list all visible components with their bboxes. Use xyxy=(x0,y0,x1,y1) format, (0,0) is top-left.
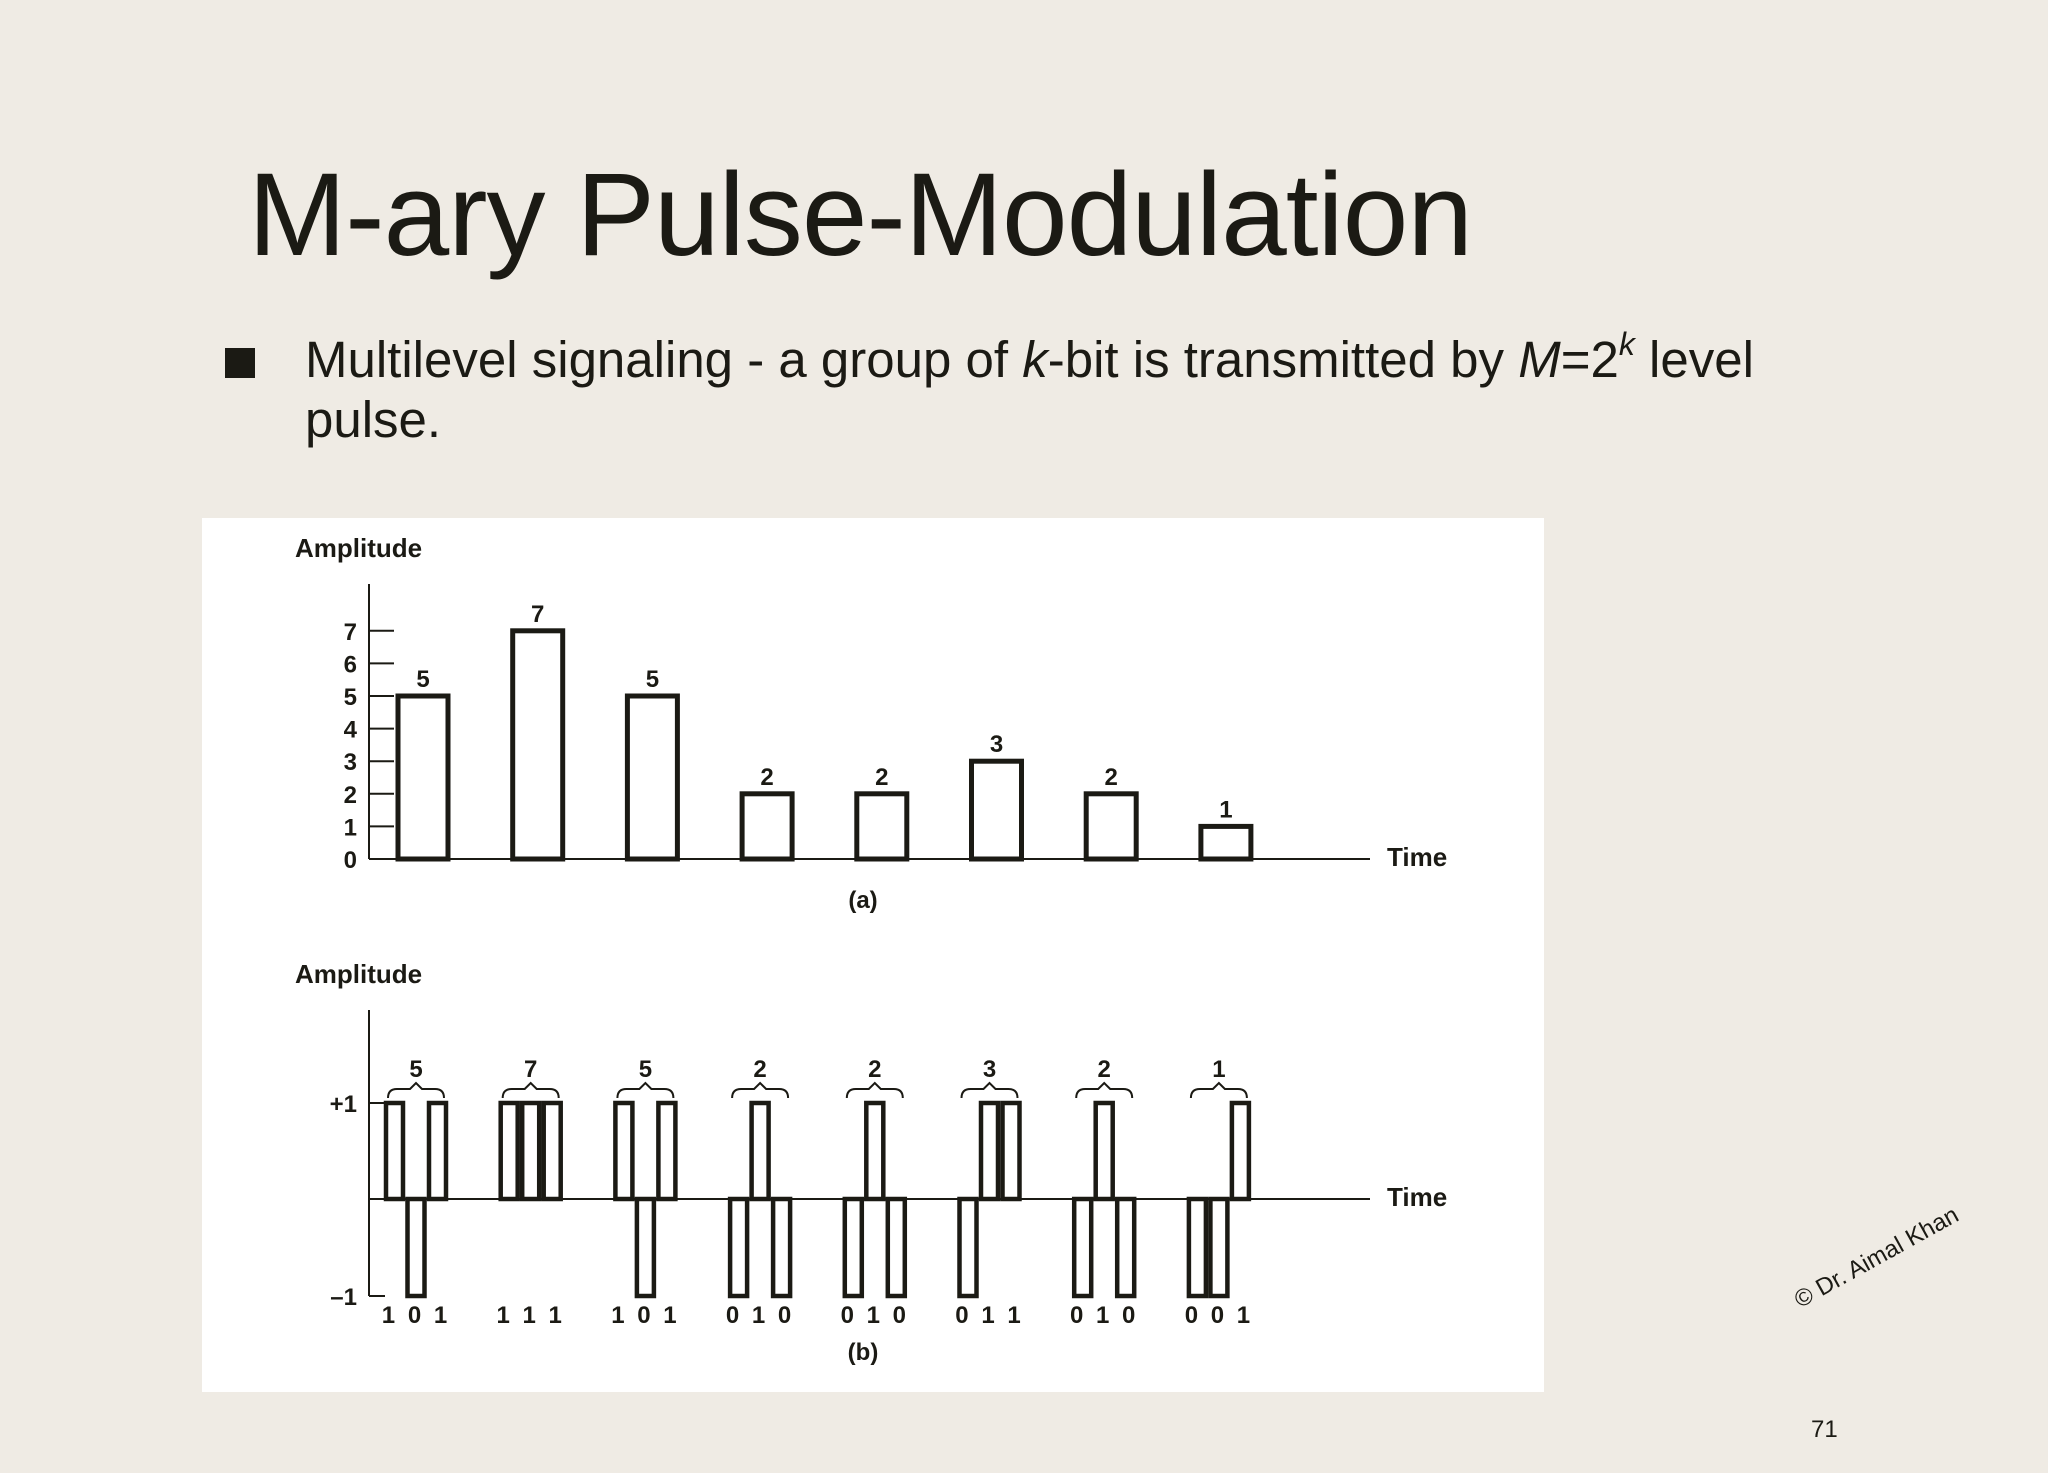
pulse xyxy=(613,1100,635,1202)
square-bullet-icon xyxy=(225,348,255,378)
pulse xyxy=(1186,1196,1209,1299)
y-tick-label: –1 xyxy=(330,1284,357,1311)
bullet-text-part: level pulse. xyxy=(305,331,1754,448)
pulse xyxy=(885,1196,908,1299)
copyright-watermark: © Dr. Aimal Khan xyxy=(1790,1201,1964,1314)
pulse xyxy=(1000,1100,1022,1202)
bar xyxy=(739,791,795,862)
bar xyxy=(395,693,451,862)
pulse xyxy=(1114,1196,1137,1299)
pulse xyxy=(519,1100,542,1202)
pulse xyxy=(864,1100,886,1202)
group-level-label: 5 xyxy=(639,1056,652,1083)
bullet-text-part: =2 xyxy=(1560,331,1619,388)
group-level-label: 1 xyxy=(1212,1056,1225,1083)
bar-value-label: 2 xyxy=(760,764,773,791)
bar-value-label: 5 xyxy=(416,666,429,693)
pulse xyxy=(842,1196,865,1299)
group-brace xyxy=(616,1081,675,1099)
bit-group-label: 0 1 0 xyxy=(1070,1302,1138,1329)
y-tick-label: 0 xyxy=(344,847,357,874)
bar-value-label: 5 xyxy=(646,666,659,693)
figure-canvas: Amplitude 0 1 2 3 4 5 6 7 5 7 5 2 2 3 2 1 Time (a) Amplitud… xyxy=(295,533,1447,1366)
group-level-label: 5 xyxy=(409,1056,422,1083)
y-tick-label: 7 xyxy=(344,619,357,646)
bullet-var-m: M xyxy=(1518,331,1561,388)
bar xyxy=(1198,823,1254,862)
bar xyxy=(854,791,910,862)
group-brace xyxy=(960,1081,1019,1099)
group-brace xyxy=(1075,1081,1134,1099)
bullet-text: Multilevel signaling - a group of k-bit … xyxy=(305,328,1845,450)
group-level-label: 2 xyxy=(753,1056,766,1083)
page-number: 71 xyxy=(1811,1416,1838,1443)
bit-group-label: 1 1 1 xyxy=(497,1302,565,1329)
bit-group-label: 0 1 0 xyxy=(726,1302,794,1329)
y-tick-label: 3 xyxy=(344,749,357,776)
bar-value-label: 7 xyxy=(531,601,544,628)
group-level-label: 2 xyxy=(868,1056,881,1083)
y-axis-title: Amplitude xyxy=(295,959,422,989)
bullet-exponent: k xyxy=(1618,326,1635,362)
pulse xyxy=(383,1100,406,1202)
pulse xyxy=(541,1100,563,1202)
slide-title: M-ary Pulse-Modulation xyxy=(248,149,1473,281)
bit-group-label: 0 1 0 xyxy=(841,1302,909,1329)
y-tick-label: 1 xyxy=(344,814,357,841)
bar xyxy=(1083,791,1139,862)
bar xyxy=(624,693,680,862)
group-brace xyxy=(1189,1081,1248,1099)
group-level-label: 2 xyxy=(1098,1056,1111,1083)
bar xyxy=(969,758,1024,862)
pulse xyxy=(405,1196,427,1299)
group-brace xyxy=(501,1081,560,1099)
bar-value-label: 3 xyxy=(990,731,1003,758)
pulse xyxy=(1229,1100,1252,1202)
pulse xyxy=(656,1100,678,1202)
y-tick-label: 2 xyxy=(344,782,357,809)
y-tick-label: 4 xyxy=(344,717,358,744)
subplot-label: (a) xyxy=(848,887,877,914)
bar-value-label: 2 xyxy=(1105,764,1118,791)
pulse xyxy=(749,1100,771,1202)
pulse xyxy=(770,1196,793,1299)
bar-value-label: 1 xyxy=(1219,796,1232,823)
y-axis-title: Amplitude xyxy=(295,533,422,563)
pulse xyxy=(957,1196,979,1299)
group-brace xyxy=(387,1081,445,1099)
pulse xyxy=(1208,1196,1230,1299)
bar-value-label: 2 xyxy=(875,764,888,791)
x-axis-title: Time xyxy=(1387,842,1447,872)
bar xyxy=(510,628,566,862)
bullet-var-k: k xyxy=(1022,331,1048,388)
group-brace xyxy=(731,1081,790,1099)
y-tick-label: +1 xyxy=(330,1091,357,1118)
pulse xyxy=(498,1100,520,1202)
bullet-item: Multilevel signaling - a group of k-bit … xyxy=(225,328,1845,450)
bullet-text-part: Multilevel signaling - a group of xyxy=(305,331,1023,388)
y-tick-label: 5 xyxy=(344,684,357,711)
bit-group-label: 1 0 1 xyxy=(611,1302,679,1329)
pulse xyxy=(426,1100,449,1202)
group-level-label: 7 xyxy=(524,1056,537,1083)
bit-group-label: 0 0 1 xyxy=(1185,1302,1253,1329)
x-axis-title: Time xyxy=(1387,1182,1447,1212)
subplot-label: (b) xyxy=(848,1339,879,1366)
y-tick-label: 6 xyxy=(344,651,357,678)
pulse xyxy=(634,1196,657,1299)
group-brace xyxy=(845,1081,904,1099)
group-level-label: 3 xyxy=(983,1056,996,1083)
pulse xyxy=(978,1100,1001,1202)
pulse xyxy=(1093,1100,1115,1202)
bit-group-label: 1 0 1 xyxy=(382,1302,450,1329)
bullet-text-part: -bit is transmitted by xyxy=(1047,331,1519,388)
pulse-modulation-figure: Amplitude 0 1 2 3 4 5 6 7 5 7 5 2 2 3 2 1 Time (a) Amplitud… xyxy=(202,518,1544,1392)
bit-group-label: 0 1 1 xyxy=(955,1302,1023,1329)
pulse xyxy=(727,1196,750,1299)
pulse xyxy=(1071,1196,1094,1299)
